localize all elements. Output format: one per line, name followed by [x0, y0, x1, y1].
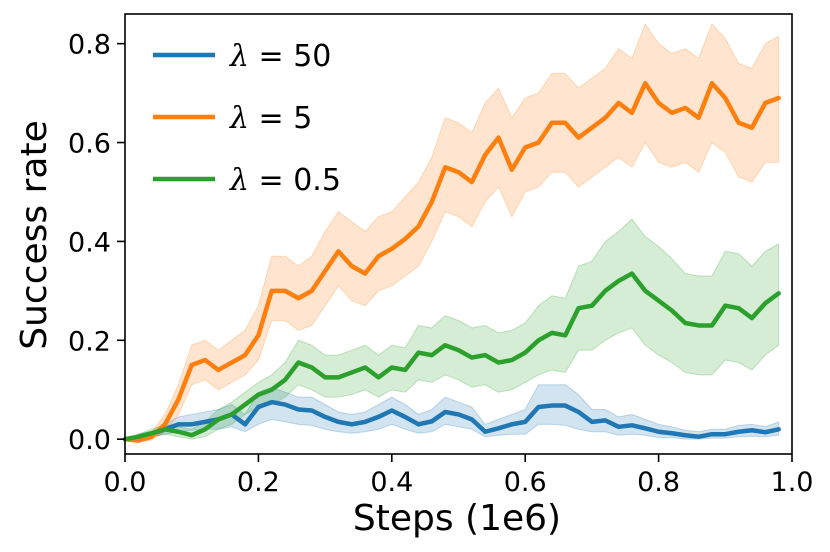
confidence-bands — [124, 22, 780, 443]
y-tick-label: 0.6 — [68, 129, 111, 160]
y-tick-label: 0.2 — [68, 326, 111, 357]
legend-label-1: λ = 5 — [229, 101, 312, 136]
series-band-1 — [124, 22, 780, 443]
y-axis-label: Success rate — [14, 120, 55, 349]
y-tick-label: 0.4 — [68, 227, 111, 258]
x-tick-label: 0.0 — [104, 467, 147, 498]
x-tick-label: 0.2 — [237, 467, 280, 498]
legend-label-0: λ = 50 — [229, 39, 331, 74]
series-line-2 — [122, 271, 781, 442]
y-axis: 0.0 0.2 0.4 0.6 0.8 — [68, 30, 125, 456]
series-line-0 — [122, 399, 781, 442]
x-tick-label: 0.8 — [637, 467, 680, 498]
x-tick-label: 1.0 — [771, 467, 814, 498]
series-line-1 — [122, 80, 781, 443]
legend-label-2: λ = 0.5 — [229, 163, 341, 198]
y-tick-label: 0.0 — [68, 425, 111, 456]
x-axis-label: Steps (1e6) — [353, 498, 561, 539]
series-lines — [122, 80, 781, 443]
x-tick-label: 0.6 — [504, 467, 547, 498]
legend: λ = 50 λ = 5 λ = 0.5 — [153, 39, 341, 198]
plot-frame — [124, 13, 793, 455]
x-axis: 0.0 0.2 0.4 0.6 0.8 1.0 — [104, 454, 814, 498]
x-tick-label: 0.4 — [370, 467, 413, 498]
y-tick-label: 0.8 — [68, 30, 111, 61]
